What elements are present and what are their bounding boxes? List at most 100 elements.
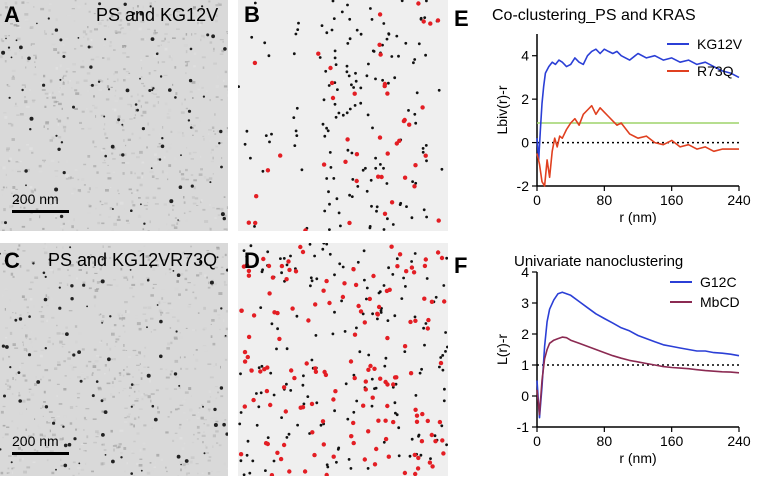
em-speckle [22,226,25,228]
em-speckle [67,357,71,360]
black-point [442,284,445,287]
red-point [292,376,296,380]
em-speckle [24,98,25,100]
em-speckle [21,363,24,364]
red-point [349,434,353,438]
gold-particle [73,437,76,440]
red-point [341,295,345,299]
em-speckle [189,152,191,154]
black-point [313,255,316,258]
em-speckle [62,386,64,387]
black-point [434,434,437,437]
em-speckle [60,459,61,462]
black-point [413,113,416,116]
em-speckle [109,368,110,371]
em-speckle [60,226,63,228]
em-speckle [213,366,215,367]
em-speckle [8,86,11,87]
black-point [379,163,382,166]
em-speckle [202,435,206,437]
em-speckle [48,408,49,411]
red-point [390,200,394,204]
em-speckle [131,192,133,194]
em-speckle [226,310,228,312]
red-point [422,19,426,23]
em-speckle [128,356,131,357]
black-point [426,277,429,280]
em-speckle [62,344,66,345]
em-speckle [191,158,194,159]
em-speckle [73,218,75,221]
gold-particle [45,405,48,408]
em-speckle [193,434,195,436]
red-point [253,221,257,225]
em-speckle [94,398,95,401]
em-speckle [4,410,6,413]
em-speckle [201,404,203,406]
em-speckle [26,270,29,272]
em-speckle [212,446,213,449]
em-speckle [45,121,49,124]
black-point [425,144,428,147]
em-speckle [168,416,170,417]
em-speckle [110,284,113,286]
em-speckle [111,430,113,433]
black-point [375,210,378,213]
gold-particle [103,116,105,118]
em-speckle [141,76,142,77]
em-speckle [104,45,106,47]
red-point [345,137,349,141]
black-point [347,149,350,152]
gold-particle [63,171,66,174]
em-speckle [57,364,61,366]
em-speckle [208,472,210,475]
gold-particle [65,332,69,336]
black-point [425,0,428,2]
em-speckle [94,107,98,109]
gold-particle [80,380,83,383]
black-point [239,372,242,375]
em-speckle [39,171,43,173]
red-point [327,301,331,305]
black-point [276,327,279,330]
black-point [362,169,365,172]
em-speckle [31,43,35,45]
black-point [367,63,370,66]
black-point [279,257,282,260]
em-speckle [128,96,132,98]
em-speckle [57,395,58,397]
em-speckle [76,81,79,84]
panel-letter-c: C [4,250,20,272]
em-speckle [196,274,199,276]
em-speckle [176,280,179,283]
em-speckle [139,137,142,139]
em-speckle [197,89,200,91]
em-speckle [46,246,47,249]
em-speckle [53,271,54,274]
red-point [290,306,294,310]
em-speckle [18,395,20,397]
em-speckle [190,91,193,93]
em-speckle [126,350,128,351]
gold-particle [69,246,71,248]
black-point [326,463,329,466]
em-speckle [211,285,213,286]
black-point [364,167,367,170]
em-speckle [99,357,101,358]
black-point [288,433,291,436]
black-point [410,260,413,263]
black-point [309,284,312,287]
em-speckle [111,359,113,361]
em-speckle [220,208,224,210]
em-speckle [203,138,204,141]
black-point [351,178,354,181]
em-speckle [5,60,7,62]
em-speckle [123,172,125,175]
em-speckle [215,386,218,387]
em-speckle [161,41,164,42]
em-speckle [109,45,113,46]
black-point [267,436,270,439]
em-speckle [0,55,3,58]
em-speckle [143,111,147,114]
em-speckle [214,113,215,115]
